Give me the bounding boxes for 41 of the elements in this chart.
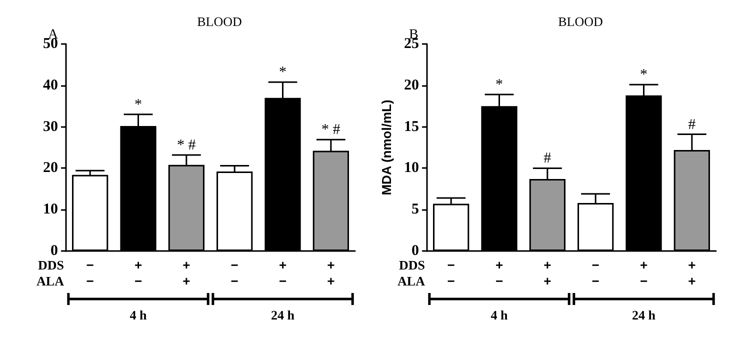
x-tick-label: − − <box>86 258 94 288</box>
x-tick-label: + + <box>688 258 696 288</box>
data-label: # <box>544 150 552 167</box>
y-axis-title: MDA (nmol/mL) <box>379 100 394 196</box>
text: ALA <box>36 274 65 288</box>
text: DDS <box>38 258 64 272</box>
text: 4 h <box>130 308 148 322</box>
x-tick-label: + − <box>134 258 142 288</box>
y-tick-label: 30 <box>43 118 58 135</box>
y-tick-label: 0 <box>412 243 419 259</box>
y-tick-label: 5 <box>412 202 419 218</box>
data-label: * <box>640 67 648 84</box>
data-label: * # <box>322 122 341 138</box>
text: 24 h <box>632 308 656 322</box>
data-label: * # <box>177 137 196 154</box>
y-tick-label: 10 <box>404 160 419 176</box>
text: ALA <box>398 274 426 288</box>
data-label: * <box>279 64 286 81</box>
text: 24 h <box>271 308 296 322</box>
x-tick-label: + − <box>495 258 504 288</box>
y-tick-label: 0 <box>50 243 58 259</box>
chart-title: BLOOD <box>197 14 242 29</box>
data-label: * <box>496 77 503 94</box>
x-tick-label: + − <box>640 258 648 288</box>
text: DDS <box>398 258 425 272</box>
data-label: * <box>134 96 142 113</box>
y-tick-label: 40 <box>43 77 58 94</box>
x-tick-label: − − <box>592 258 600 288</box>
x-tick-label: − − <box>230 258 239 288</box>
x-tick-label: + − <box>278 258 287 288</box>
y-tick-label: 20 <box>43 160 58 176</box>
y-tick-label: 10 <box>43 202 58 218</box>
chart-title: BLOOD <box>558 14 603 29</box>
x-tick-label: + + <box>544 258 552 288</box>
y-tick-label: 20 <box>404 77 419 94</box>
data-label: # <box>688 116 696 133</box>
x-tick-label: + + <box>327 258 336 288</box>
x-tick-label: − − <box>447 258 456 288</box>
text: 4 h <box>490 308 509 322</box>
y-tick-label: 15 <box>404 118 419 135</box>
x-tick-label: + + <box>182 258 191 288</box>
